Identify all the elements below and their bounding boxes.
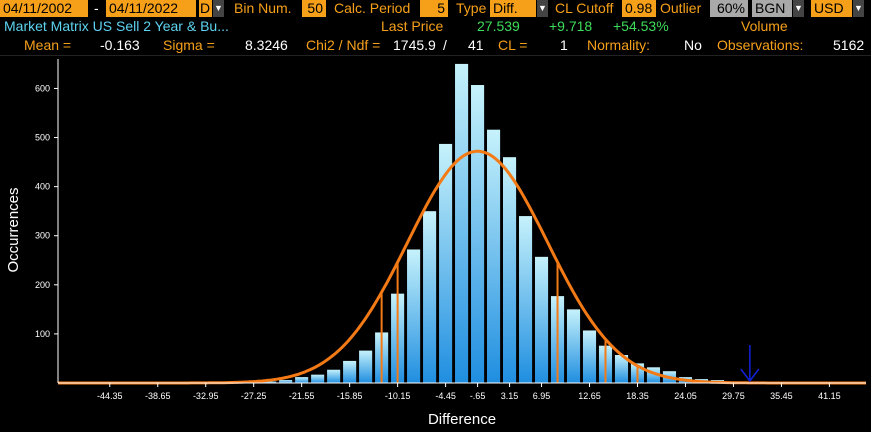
histogram-bar xyxy=(582,330,597,383)
x-tick-label: 12.65 xyxy=(578,391,601,401)
y-tick-label: 100 xyxy=(35,329,50,339)
histogram-bar xyxy=(423,211,437,383)
source-select[interactable]: BGN xyxy=(752,0,792,17)
observations-value: 5162 xyxy=(833,37,865,53)
x-tick-label: 41.15 xyxy=(818,391,841,401)
normality-value: No xyxy=(684,37,702,53)
cl-cutoff-label: CL Cutoff xyxy=(555,0,614,16)
x-tick-label: -10.15 xyxy=(385,391,411,401)
end-date-input[interactable]: 04/11/2022 xyxy=(106,0,196,17)
histogram-bar xyxy=(311,374,325,383)
x-tick-label: -.65 xyxy=(470,391,486,401)
calc-period-label: Calc. Period xyxy=(334,0,411,16)
histogram-bar xyxy=(518,216,533,383)
start-date-input[interactable]: 04/11/2002 xyxy=(0,0,88,17)
bin-num-label: Bin Num. xyxy=(234,0,292,16)
security-header: Market Matrix US Sell 2 Year & Bu... Las… xyxy=(0,17,871,35)
histogram-bar xyxy=(455,63,469,384)
x-tick-label: -32.95 xyxy=(193,391,219,401)
histogram-bar xyxy=(502,157,517,383)
chi-ndf-label: Chi2 / Ndf = xyxy=(306,37,381,53)
source-dropdown-icon[interactable]: ▼ xyxy=(793,0,804,17)
ndf-separator: / xyxy=(443,37,447,53)
histogram-bar xyxy=(263,381,277,383)
histogram-bar xyxy=(487,129,501,383)
sigma-label: Sigma = xyxy=(163,37,215,53)
observations-label: Observations: xyxy=(717,37,804,53)
y-tick-label: 500 xyxy=(35,133,50,143)
y-tick-label: 300 xyxy=(35,231,50,241)
outlier-input[interactable]: 60% xyxy=(710,0,748,17)
sigma-value: 8.3246 xyxy=(245,37,288,53)
x-tick-label: 3.15 xyxy=(501,391,519,401)
last-price-label: Last Price xyxy=(381,18,444,34)
price-change-pct: +54.53% xyxy=(613,18,669,34)
price-change: +9.718 xyxy=(549,18,593,34)
histogram-bar xyxy=(343,360,357,383)
histogram-bar xyxy=(327,369,341,383)
y-tick-label: 600 xyxy=(35,83,50,93)
type-dropdown-icon[interactable]: ▼ xyxy=(537,0,548,17)
x-tick-label: -21.55 xyxy=(289,391,315,401)
last-price-value: 27.539 xyxy=(477,18,520,34)
mean-value: -0.163 xyxy=(100,37,140,53)
x-tick-label: 35.45 xyxy=(770,391,793,401)
histogram-bar xyxy=(439,143,453,383)
calc-period-input[interactable]: 5 xyxy=(420,0,448,17)
ndf-value: 41 xyxy=(468,37,484,53)
cl-value: 1 xyxy=(560,37,568,53)
histogram-bar xyxy=(534,256,549,383)
last-price-marker xyxy=(740,345,760,383)
x-axis-title: Difference xyxy=(428,411,496,428)
y-tick-label: 400 xyxy=(35,182,50,192)
bin-num-input[interactable]: 50 xyxy=(302,0,326,17)
type-label: Type xyxy=(456,0,487,16)
histogram-bar xyxy=(566,309,581,383)
x-tick-label: 18.35 xyxy=(626,391,649,401)
y-axis-title: Occurrences xyxy=(5,187,22,272)
type-select[interactable]: Diff. xyxy=(490,0,536,17)
histogram-bar xyxy=(279,380,293,383)
toolbar: 04/11/2002 - 04/11/2022 D ▼ Bin Num. 50 … xyxy=(0,0,871,18)
histogram-chart: 100 200 300 400 500 600 -44.35 -38.65 -32.95 -27… xyxy=(5,59,866,428)
x-tick-label: -15.85 xyxy=(337,391,363,401)
marker-arrow-head xyxy=(740,368,760,383)
statistics-row: Mean = -0.163 Sigma = 8.3246 Chi2 / Ndf … xyxy=(0,36,871,56)
date-mode-select[interactable]: D xyxy=(199,0,212,17)
volume-label: Volume xyxy=(741,18,788,34)
date-mode-dropdown-icon[interactable]: ▼ xyxy=(213,0,224,17)
x-tick-label: -27.25 xyxy=(241,391,267,401)
histogram-bar xyxy=(407,249,421,383)
histogram-bar xyxy=(471,85,485,383)
cl-cutoff-input[interactable]: 0.98 xyxy=(622,0,656,17)
x-tick-label: -4.45 xyxy=(435,391,456,401)
x-tick-label: 24.05 xyxy=(674,391,697,401)
outlier-label: Outlier xyxy=(660,0,702,16)
security-title: Market Matrix US Sell 2 Year & Bu... xyxy=(4,18,229,34)
normality-label: Normality: xyxy=(587,37,651,53)
x-tick-label: -38.65 xyxy=(145,391,171,401)
date-separator: - xyxy=(94,0,99,16)
x-tick-label: 6.95 xyxy=(533,391,551,401)
x-tick-label: 29.75 xyxy=(722,391,745,401)
histogram-bar xyxy=(359,350,373,383)
histogram-bar xyxy=(614,355,629,383)
y-tick-label: 200 xyxy=(35,280,50,290)
mean-label: Mean = xyxy=(24,37,72,53)
currency-select[interactable]: USD xyxy=(811,0,852,17)
histogram-bar xyxy=(295,377,309,383)
chi-value: 1745.9 xyxy=(393,37,436,53)
currency-dropdown-icon[interactable]: ▼ xyxy=(853,0,864,17)
x-tick-label: -44.35 xyxy=(97,391,123,401)
cl-label: CL = xyxy=(498,37,528,53)
